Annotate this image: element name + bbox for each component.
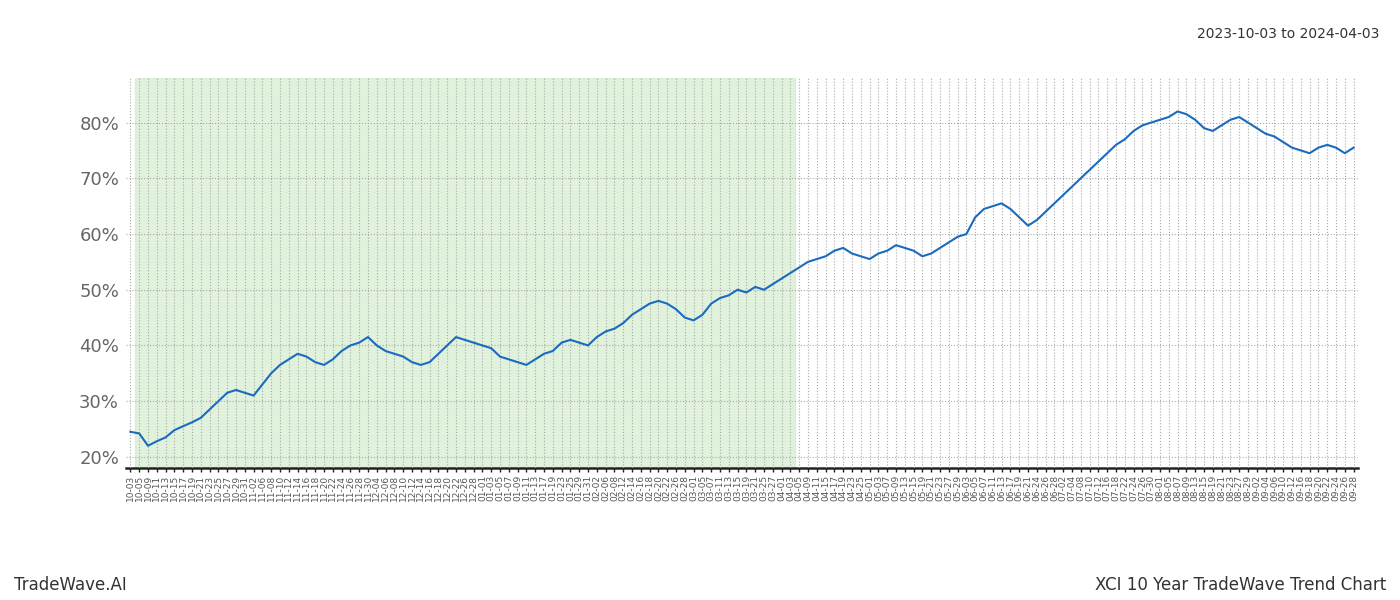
Text: XCI 10 Year TradeWave Trend Chart: XCI 10 Year TradeWave Trend Chart (1095, 576, 1386, 594)
Bar (134, 78, 795, 468)
Text: TradeWave.AI: TradeWave.AI (14, 576, 127, 594)
Text: 2023-10-03 to 2024-04-03: 2023-10-03 to 2024-04-03 (1197, 27, 1379, 41)
